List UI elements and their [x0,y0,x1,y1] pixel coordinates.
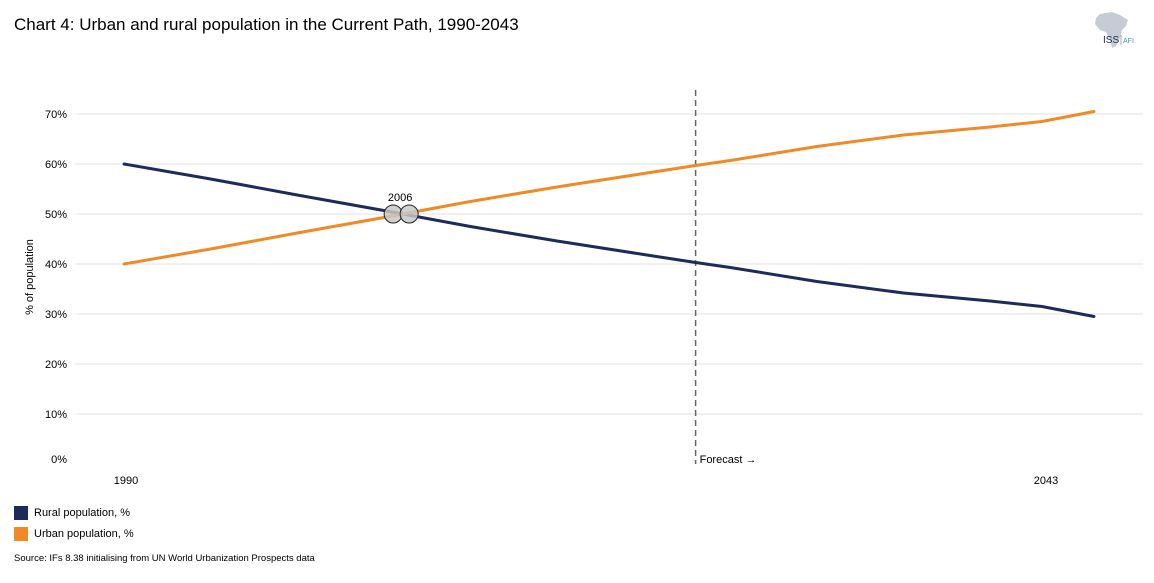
y-tick-label: 50% [45,209,67,221]
legend-swatch-urban [14,527,28,541]
chart-title: Chart 4: Urban and rural population in t… [14,15,519,34]
y-axis-label: % of population [24,239,36,315]
africa-map-icon [1095,12,1128,48]
source-note: Source: IFs 8.38 initialising from UN Wo… [14,553,315,564]
series-line-urban [122,110,1096,266]
logo-subtext: AFI [1123,38,1134,45]
y-tick-label: 70% [45,109,67,121]
y-tick-label: 40% [45,259,67,271]
logo-text: ISS [1103,35,1119,46]
y-tick-label: 10% [45,409,67,421]
x-tick-label: 2043 [1034,475,1058,487]
crossover-label: 2006 [388,192,412,204]
y-tick-label: 60% [45,159,67,171]
legend-swatch-rural [14,506,28,520]
x-tick-label: 1990 [114,475,138,487]
line-chart: 0% 10% 20% 30% 40% 50% 60% 70% % of population 19… [24,90,1143,487]
series-line-rural [122,162,1096,318]
y-tick-label: 0% [51,454,67,466]
crossover-marker [383,204,403,224]
y-tick-label: 20% [45,359,67,371]
crossover-marker [399,204,419,224]
legend-item-urban: Urban population, % [14,527,134,541]
legend-item-rural: Rural population, % [14,506,130,520]
forecast-label: Forecast → [700,454,757,466]
iss-afi-logo: ISS AFI [1095,12,1134,48]
legend-label-urban: Urban population, % [34,528,134,540]
legend-label-rural: Rural population, % [34,507,131,519]
y-tick-label: 30% [45,309,67,321]
